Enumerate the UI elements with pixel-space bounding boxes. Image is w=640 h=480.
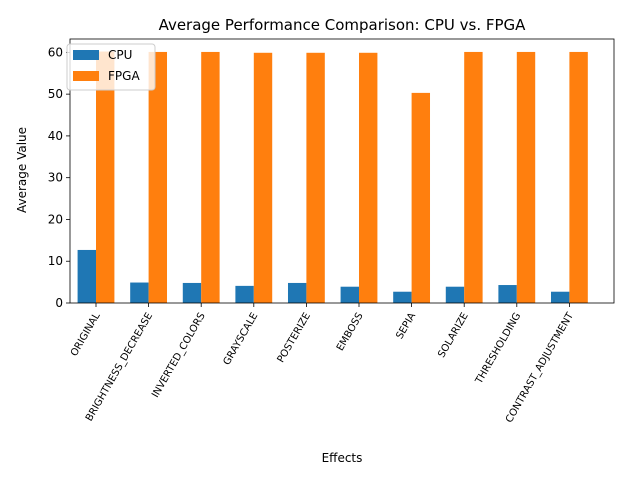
legend-swatch-fpga	[73, 71, 99, 81]
legend-label-cpu: CPU	[108, 48, 132, 62]
bar-cpu-brightness-decrease	[130, 282, 149, 303]
bar-fpga-sepia	[411, 92, 431, 303]
x-tick-label: ORIGINAL	[69, 311, 103, 359]
bar-fpga-grayscale	[253, 52, 273, 304]
y-axis-label: Average Value	[15, 127, 29, 213]
legend: CPU FPGA	[66, 43, 156, 91]
bar-fpga-emboss	[359, 52, 378, 304]
bar-cpu-emboss	[340, 286, 359, 303]
y-tick-label: 50	[48, 87, 63, 101]
bar-cpu-contrast-adjustment	[550, 291, 570, 303]
y-tick-label: 40	[48, 129, 63, 143]
bar-cpu-posterize	[287, 282, 307, 303]
bar-fpga-brightness-decrease	[148, 51, 168, 303]
y-tick-label: 60	[48, 45, 63, 59]
x-tick-label: SOLARIZE	[436, 311, 470, 360]
x-tick-label: EMBOSS	[335, 311, 366, 353]
bar-cpu-inverted-colors	[182, 282, 202, 303]
bar-fpga-posterize	[306, 52, 325, 304]
y-tick-label: 20	[48, 212, 63, 226]
bar-cpu-solarize	[445, 286, 465, 303]
y-tick-label: 10	[48, 254, 63, 268]
chart-title: Average Performance Comparison: CPU vs. …	[159, 16, 527, 34]
bar-fpga-solarize	[464, 51, 483, 303]
bar-fpga-contrast-adjustment	[569, 51, 588, 303]
bar-cpu-thresholding	[498, 285, 517, 303]
bar-cpu-grayscale	[235, 285, 254, 303]
x-tick-label: INVERTED_COLORS	[150, 311, 208, 400]
plot-frame	[69, 38, 615, 304]
y-tick-label: 30	[48, 171, 63, 185]
bar-cpu-sepia	[393, 291, 412, 303]
x-tick-label: POSTERIZE	[276, 311, 313, 365]
y-tick-label: 0	[55, 296, 63, 310]
bars-group	[77, 51, 588, 304]
bar-cpu-original	[77, 249, 96, 303]
x-axis-label: Effects	[322, 451, 363, 465]
x-tick-label: THRESHOLDING	[473, 311, 523, 387]
y-axis-ticks: 0 10 20 30 40 50 60	[48, 45, 70, 310]
x-axis-ticks: ORIGINALBRIGHTNESS_DECREASEINVERTED_COLO…	[69, 303, 576, 425]
bar-fpga-original	[96, 51, 115, 303]
x-tick-label: SEPIA	[394, 311, 418, 341]
legend-swatch-cpu	[73, 50, 99, 60]
x-tick-label: GRAYSCALE	[222, 311, 261, 367]
bar-fpga-thresholding	[516, 51, 536, 303]
legend-label-fpga: FPGA	[108, 69, 140, 83]
bar-fpga-inverted-colors	[201, 51, 220, 303]
